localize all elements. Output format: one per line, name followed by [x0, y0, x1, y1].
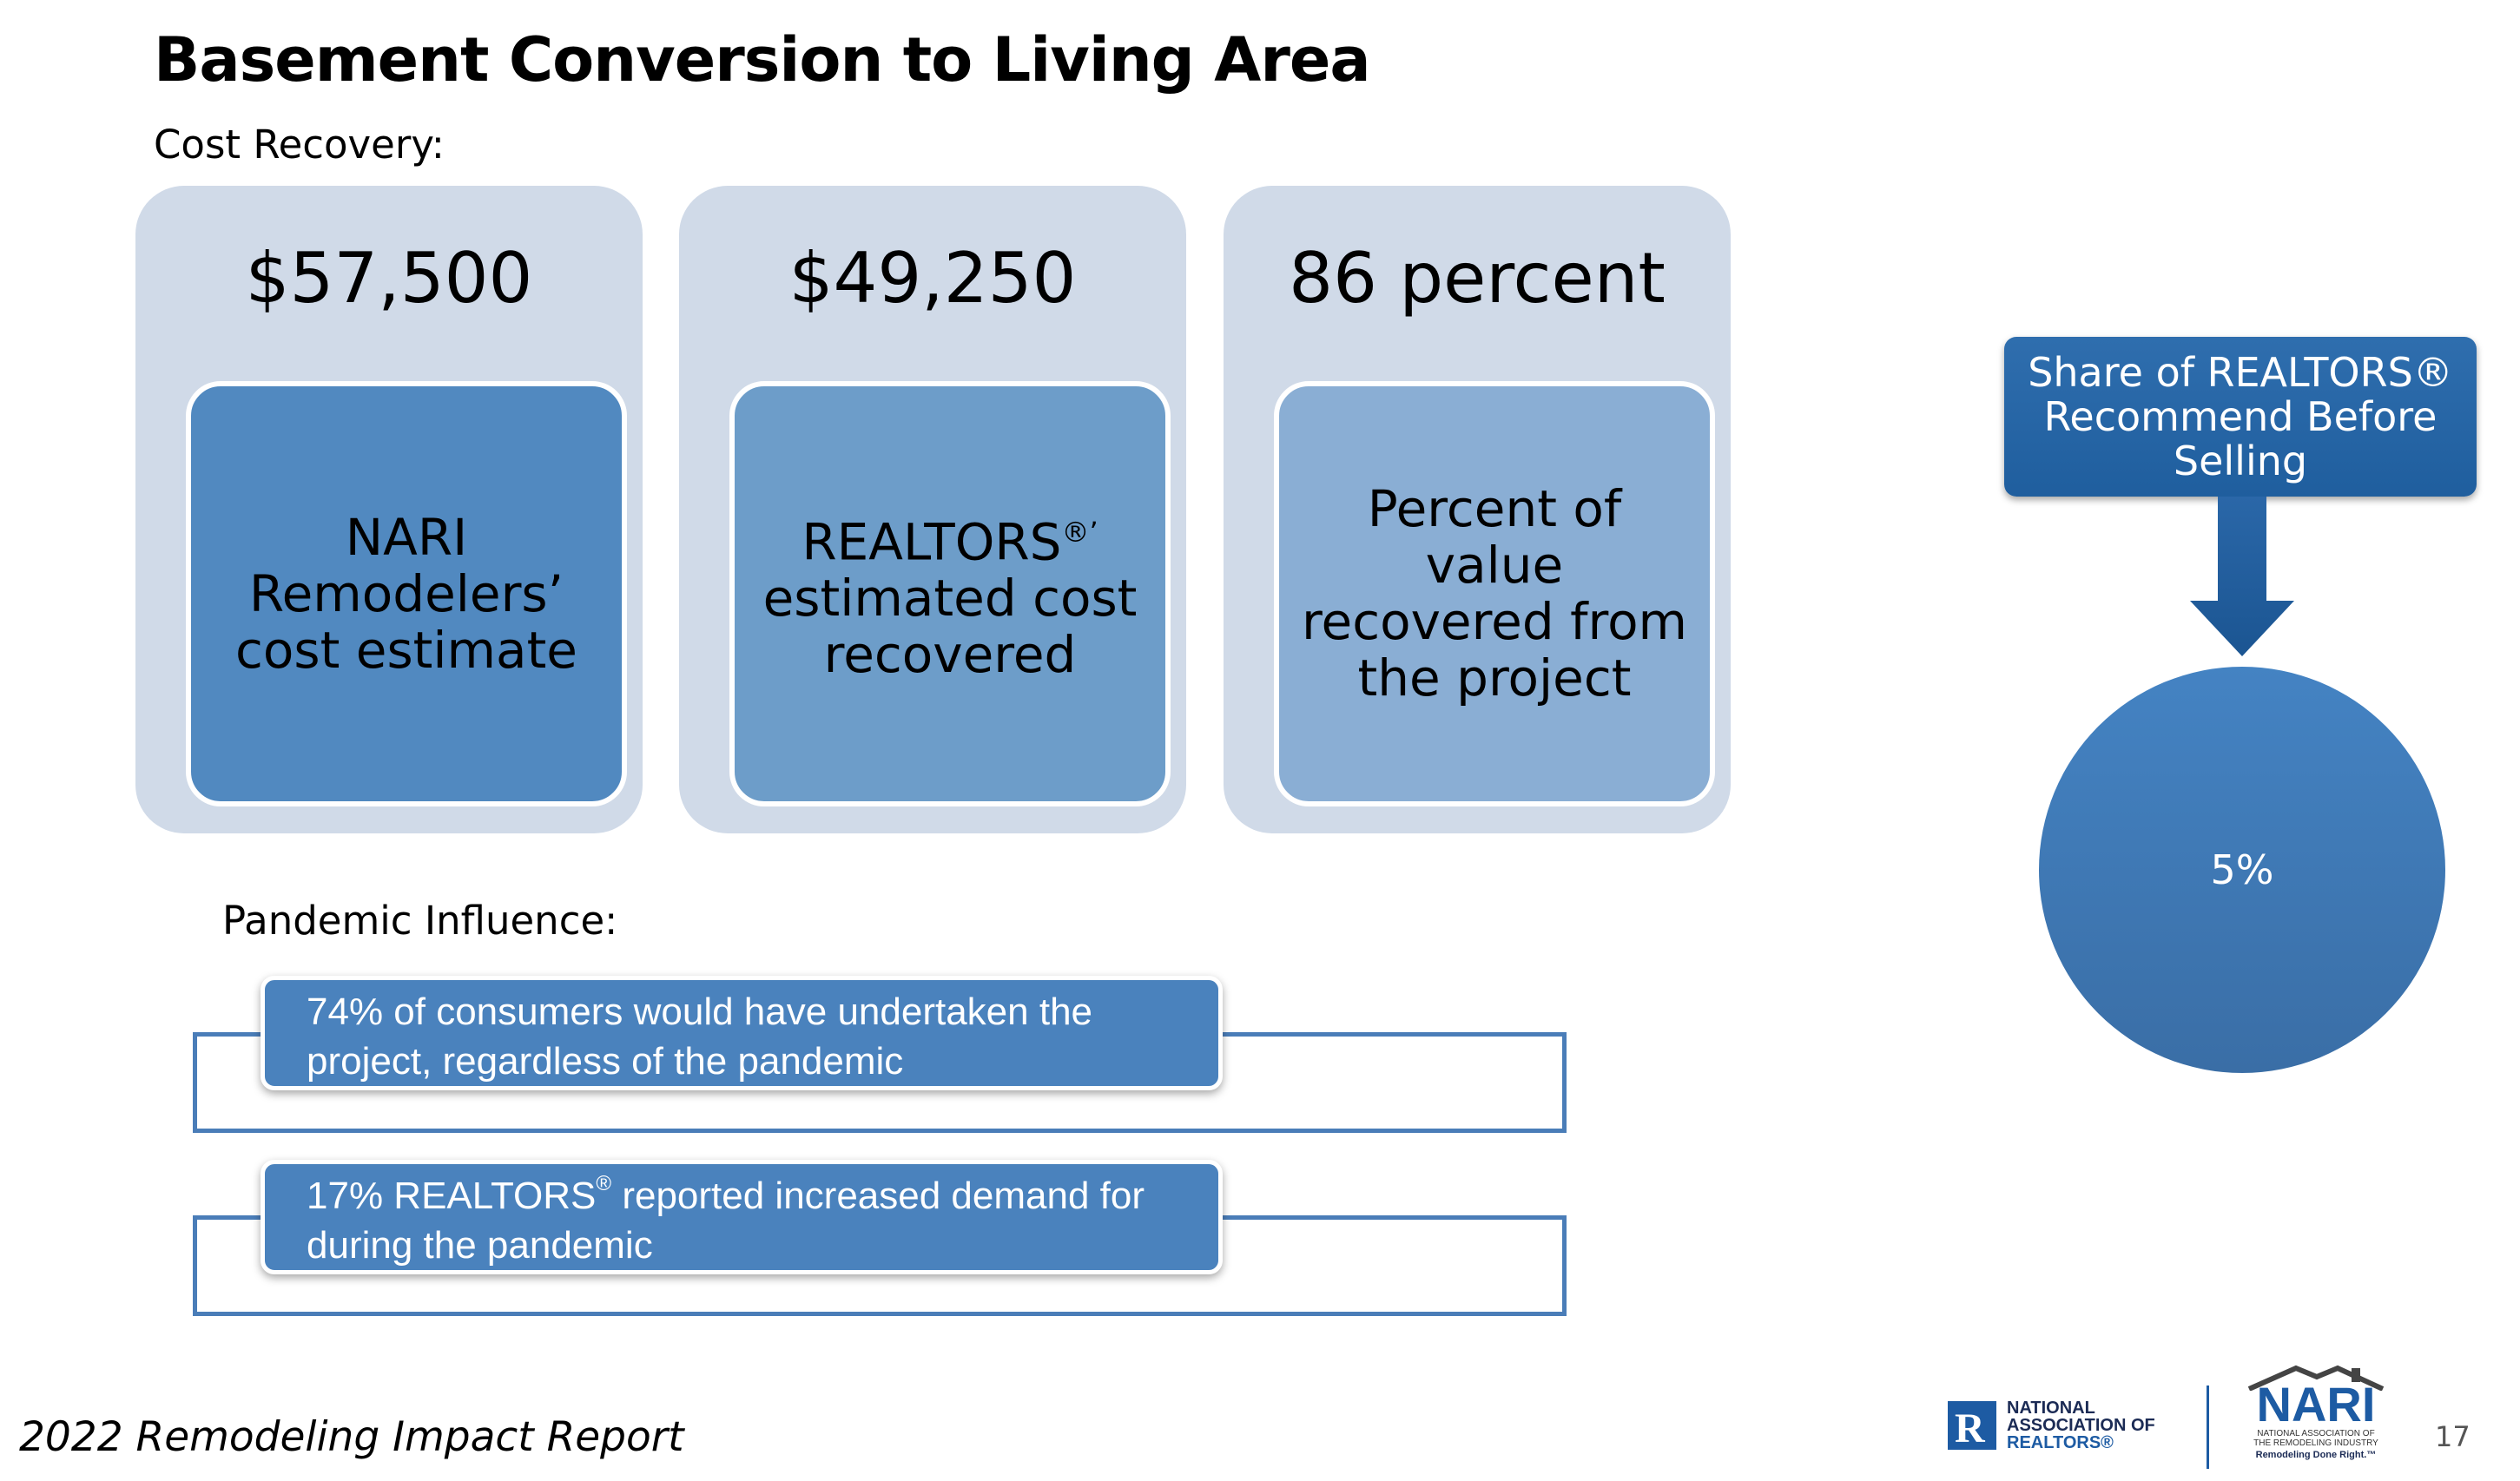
- cost-card-realtors-recovered: $49,250 REALTORS®’ estimated cost recove…: [679, 186, 1186, 833]
- card-value: 86 percent: [1289, 238, 1666, 319]
- recommend-share-value: 5%: [2210, 846, 2274, 893]
- page-number: 17: [2435, 1420, 2471, 1453]
- realtors-logo: R NATIONAL ASSOCIATION OF REALTORS®: [1948, 1399, 2155, 1451]
- realtors-logo-line: ASSOCIATION OF: [2007, 1416, 2155, 1435]
- card-description: NARI Remodelers’ cost estimate: [186, 381, 627, 806]
- card-description: Percent of value recovered from the proj…: [1274, 381, 1715, 806]
- pandemic-item-consumers: 74% of consumers would have undertaken t…: [261, 976, 1223, 1090]
- realtors-logo-line: NATIONAL: [2007, 1399, 2095, 1418]
- cost-card-percent-recovered: 86 percent Percent of value recovered fr…: [1224, 186, 1731, 833]
- report-title-footer: 2022 Remodeling Impact Report: [19, 1413, 684, 1461]
- house-roof-icon: [2247, 1365, 2385, 1391]
- pandemic-item-realtors-demand: 17% REALTORS® reported increased demand …: [261, 1160, 1223, 1274]
- realtors-logo-line: REALTORS®: [2007, 1433, 2114, 1452]
- nari-wordmark: NARI: [2256, 1377, 2376, 1432]
- card-description: REALTORS®’ estimated cost recovered: [729, 381, 1171, 806]
- cost-card-nari-estimate: $57,500 NARI Remodelers’ cost estimate: [135, 186, 643, 833]
- card-value: $57,500: [245, 238, 533, 319]
- nari-sub-line: THE REMODELING INDUSTRY: [2253, 1438, 2378, 1448]
- pandemic-influence-label: Pandemic Influence:: [222, 898, 618, 944]
- nari-tagline: Remodeling Done Right.™: [2255, 1450, 2377, 1460]
- nari-sub-line: NATIONAL ASSOCIATION OF: [2257, 1429, 2375, 1438]
- realtors-r-icon: R: [1948, 1401, 1996, 1451]
- realtors-recommend-callout: Share of REALTORS® Recommend Before Sell…: [2004, 337, 2477, 497]
- logo-divider: [2207, 1386, 2209, 1469]
- page-title: Basement Conversion to Living Area: [154, 24, 1371, 95]
- cost-recovery-label: Cost Recovery:: [154, 122, 445, 168]
- down-arrow-icon: [2190, 497, 2294, 656]
- card-value: $49,250: [788, 238, 1077, 319]
- nari-logo: NARI NATIONAL ASSOCIATION OF THE REMODEL…: [2244, 1365, 2388, 1460]
- recommend-share-circle: 5%: [2039, 667, 2445, 1073]
